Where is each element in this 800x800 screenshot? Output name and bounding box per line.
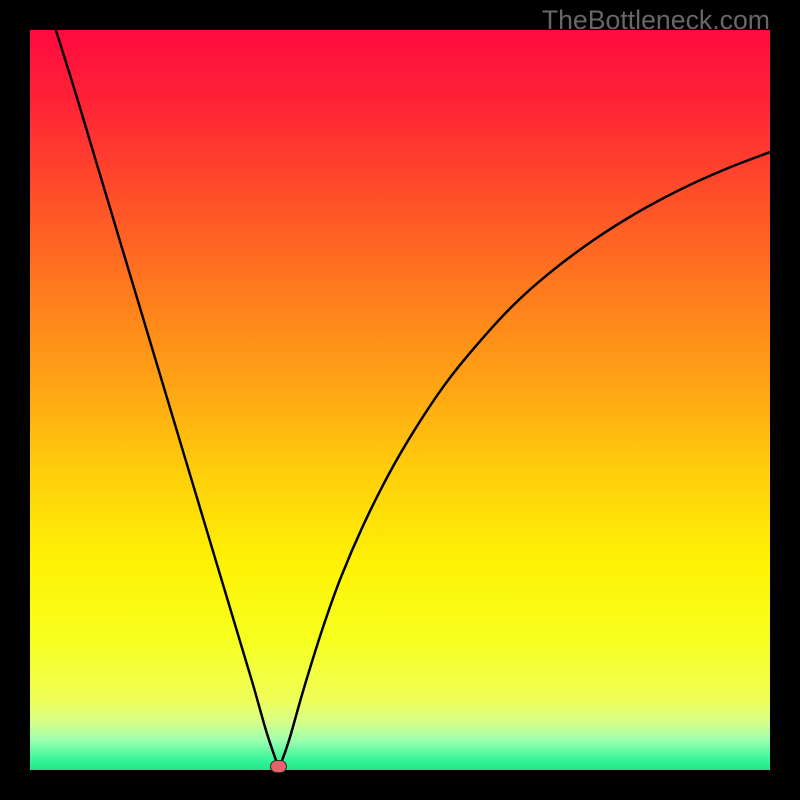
watermark-text: TheBottleneck.com	[542, 5, 770, 36]
plot-area	[30, 30, 770, 770]
bottleneck-curve	[30, 30, 770, 770]
chart-canvas: TheBottleneck.com	[0, 0, 800, 800]
optimal-point-marker	[270, 760, 287, 773]
